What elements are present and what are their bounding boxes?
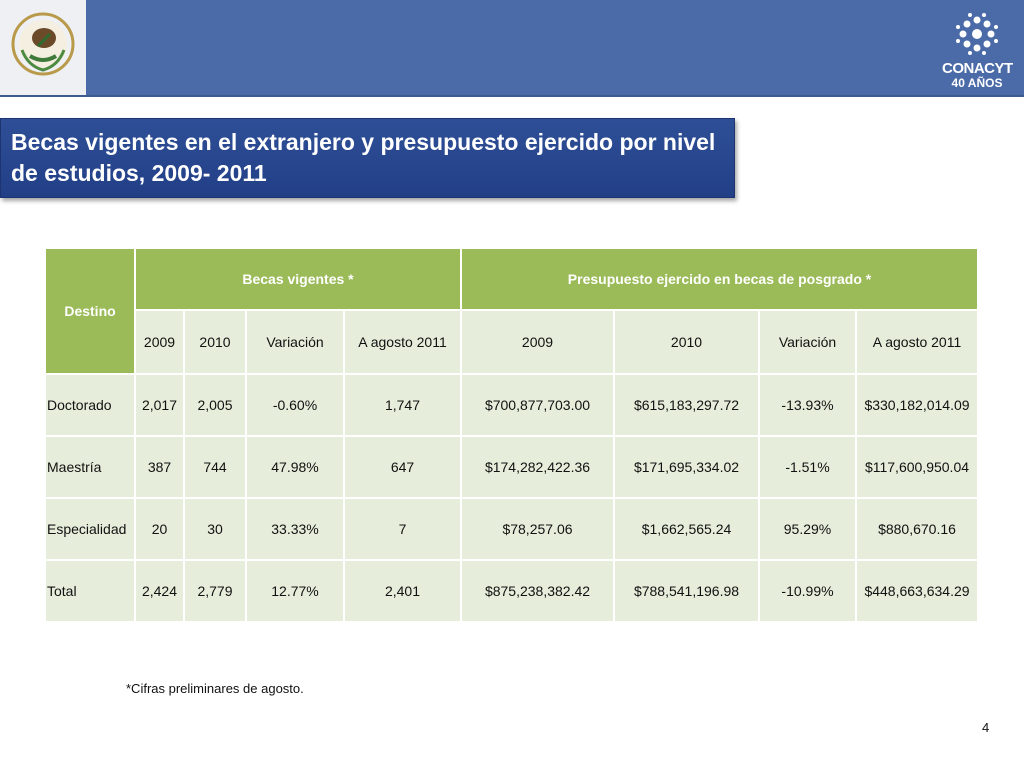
subheader-cell: A agosto 2011 [343,309,462,375]
table-row: Doctorado 2,017 2,005 -0.60% 1,747 $700,… [44,373,979,437]
brand-name: CONACYT [942,60,1013,77]
column-header-destino: Destino [44,247,136,375]
table-cell: -10.99% [758,559,857,623]
subheader-cell: Variación [245,309,345,375]
table-row-total: Total 2,424 2,779 12.77% 2,401 $875,238,… [44,559,979,623]
page-title: Becas vigentes en el extranjero y presup… [11,129,716,186]
subheader-cell: A agosto 2011 [855,309,979,375]
table-cell: $880,670.16 [855,497,979,561]
group-header-presupuesto: Presupuesto ejercido en becas de posgrad… [460,247,979,311]
table-cell: $171,695,334.02 [613,435,760,499]
subheader-cell: 2010 [183,309,247,375]
table-cell: 744 [183,435,247,499]
table-cell: -0.60% [245,373,345,437]
table-cell: 2,401 [343,559,462,623]
table-cell: $615,183,297.72 [613,373,760,437]
brand-years: 40 AÑOS [951,76,1003,90]
table-cell: 2,017 [134,373,185,437]
table-cell: 47.98% [245,435,345,499]
table-cell: 2,005 [183,373,247,437]
table-subheader-row: 2009 2010 Variación A agosto 2011 2009 2… [45,309,979,375]
table-cell: 647 [343,435,462,499]
table-cell: $174,282,422.36 [460,435,615,499]
table-cell: 30 [183,497,247,561]
table-header-row: Destino Becas vigentes * Presupuesto eje… [44,247,979,375]
table-cell: -13.93% [758,373,857,437]
subheader-cell: Variación [758,309,857,375]
conacyt-dots-icon [956,13,998,55]
table-row: Maestría 387 744 47.98% 647 $174,282,422… [44,435,979,499]
table-cell: 2,779 [183,559,247,623]
row-label: Doctorado [44,373,136,437]
scholarship-table: Destino Becas vigentes * Presupuesto eje… [44,247,979,623]
footnote: *Cifras preliminares de agosto. [126,681,304,696]
page-number: 4 [982,720,990,735]
mexico-emblem-logo [0,0,86,95]
table-cell: 12.77% [245,559,345,623]
title-box: Becas vigentes en el extranjero y presup… [0,118,735,198]
table-cell: 20 [134,497,185,561]
header-bar: CONACYT 40 AÑOS [0,0,1024,97]
subheader-cell: 2009 [460,309,615,375]
table-cell: -1.51% [758,435,857,499]
row-label: Maestría [44,435,136,499]
table-cell: $330,182,014.09 [855,373,979,437]
table-cell: $700,877,703.00 [460,373,615,437]
table-cell: 7 [343,497,462,561]
table-cell: $78,257.06 [460,497,615,561]
table-cell: $875,238,382.42 [460,559,615,623]
table-cell: $788,541,196.98 [613,559,760,623]
row-label: Total [44,559,136,623]
table-cell: 95.29% [758,497,857,561]
subheader-cell: 2010 [613,309,760,375]
group-header-becas: Becas vigentes * [134,247,462,311]
row-label: Especialidad [44,497,136,561]
subheader-cell: 2009 [134,309,185,375]
table-row: Especialidad 20 30 33.33% 7 $78,257.06 $… [44,497,979,561]
table-cell: $1,662,565.24 [613,497,760,561]
table-cell: 2,424 [134,559,185,623]
table-cell: 1,747 [343,373,462,437]
table-cell: $448,663,634.29 [855,559,979,623]
table-cell: 387 [134,435,185,499]
table-cell: 33.33% [245,497,345,561]
table-cell: $117,600,950.04 [855,435,979,499]
conacyt-logo: CONACYT 40 AÑOS [942,12,1013,90]
